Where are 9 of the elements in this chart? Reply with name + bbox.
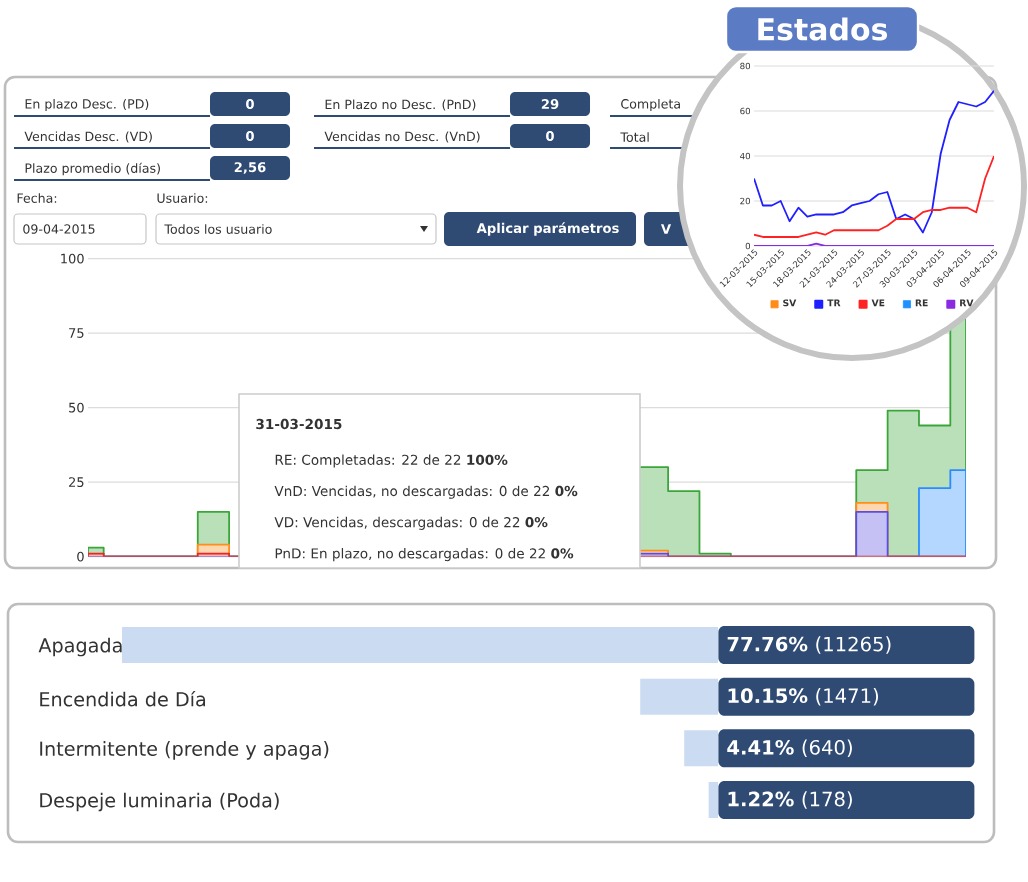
chart-title: Estados [758,17,888,41]
y-tick-label: Encendida de Día [40,690,206,707]
data-label: 10.15% (1471) [728,687,879,706]
data-label: 4.41% (640) [727,739,852,758]
data-label: 77.76% (11265) [727,636,891,654]
y-tick-label: Despeje luminaria (Poda) [40,792,279,812]
y-tick-label: Intermitente (prende y apaga) [40,741,329,760]
data-label: 1.22% (178) [728,791,852,809]
y-tick-label: Apagada [38,637,122,657]
